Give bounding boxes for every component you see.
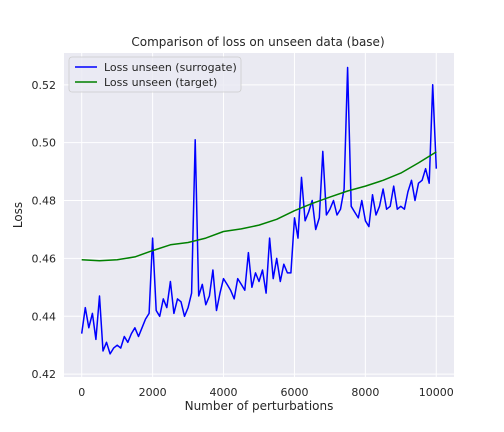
x-tick-label: 10000: [419, 386, 454, 399]
y-tick-label: 0.42: [32, 368, 57, 381]
x-axis-ticks: 0 2000 4000 6000 8000 10000: [78, 386, 454, 399]
x-tick-label: 6000: [280, 386, 308, 399]
legend-box: [68, 56, 242, 93]
series-lines: [80, 66, 438, 355]
legend-label-surrogate: Loss unseen (surrogate): [104, 61, 237, 74]
series-line-surrogate: [80, 66, 438, 355]
x-tick-label: 2000: [139, 386, 167, 399]
y-tick-label: 0.46: [32, 252, 57, 265]
x-tick-label: 0: [78, 386, 85, 399]
x-axis-label: Number of perturbations: [185, 399, 334, 413]
series-line-target: [81, 151, 437, 262]
y-tick-label: 0.44: [32, 310, 57, 323]
chart-title: Comparison of loss on unseen data (base): [131, 35, 384, 49]
x-tick-label: 4000: [210, 386, 238, 399]
x-tick-label: 8000: [351, 386, 379, 399]
y-tick-label: 0.52: [32, 79, 57, 92]
plot-area: [64, 53, 454, 377]
y-axis-ticks: 0.42 0.44 0.46 0.48 0.50 0.52: [32, 79, 57, 381]
y-tick-label: 0.48: [32, 195, 57, 208]
legend-label-target: Loss unseen (target): [104, 76, 217, 89]
y-axis-label: Loss: [11, 202, 25, 228]
y-tick-label: 0.50: [32, 137, 57, 150]
legend: Loss unseen (surrogate) Loss unseen (tar…: [68, 56, 242, 93]
